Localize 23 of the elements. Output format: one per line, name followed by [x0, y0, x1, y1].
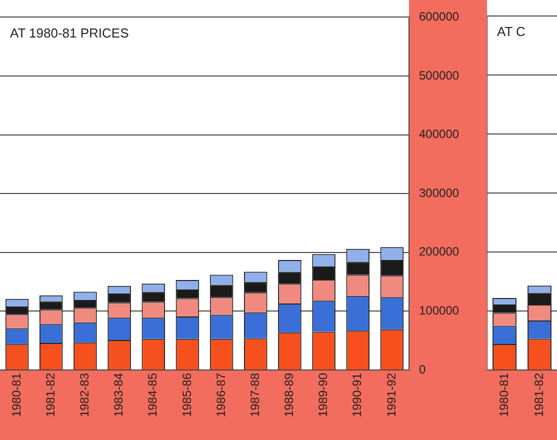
y-tick-label: 600000 [419, 10, 460, 24]
x-tick-label: 1988-89 [282, 372, 296, 418]
x-tick-label: 1981-82 [43, 372, 58, 418]
y-tick-label: 100000 [419, 304, 460, 318]
annotation: AT C [497, 24, 526, 40]
x-tick-label: 1982-83 [78, 372, 92, 418]
x-tick-label: 1986-87 [214, 372, 228, 418]
x-tick-label: 1980-81 [496, 372, 511, 418]
y-tick-label: 400000 [419, 127, 460, 142]
x-tick-label: 1991-92 [384, 372, 398, 418]
x-tick-label: 1990-91 [350, 372, 364, 418]
y-tick-label: 200000 [419, 244, 460, 259]
x-tick-label: 1987-88 [248, 372, 262, 418]
x-tick-label: 1980-81 [9, 372, 24, 418]
x-tick-label: 1985-86 [180, 372, 194, 418]
x-tick-label: 1983-84 [112, 372, 126, 418]
x-tick-label: 1984-85 [146, 372, 160, 418]
x-tick-label: 1981-82 [532, 372, 546, 418]
y-tick-label: 300000 [419, 186, 460, 200]
annotation: AT 1980-81 PRICES [10, 25, 130, 40]
y-tick-label: 0 [419, 362, 426, 376]
x-tick-label: 1989-90 [316, 372, 330, 418]
y-tick-label: 500000 [419, 68, 460, 82]
